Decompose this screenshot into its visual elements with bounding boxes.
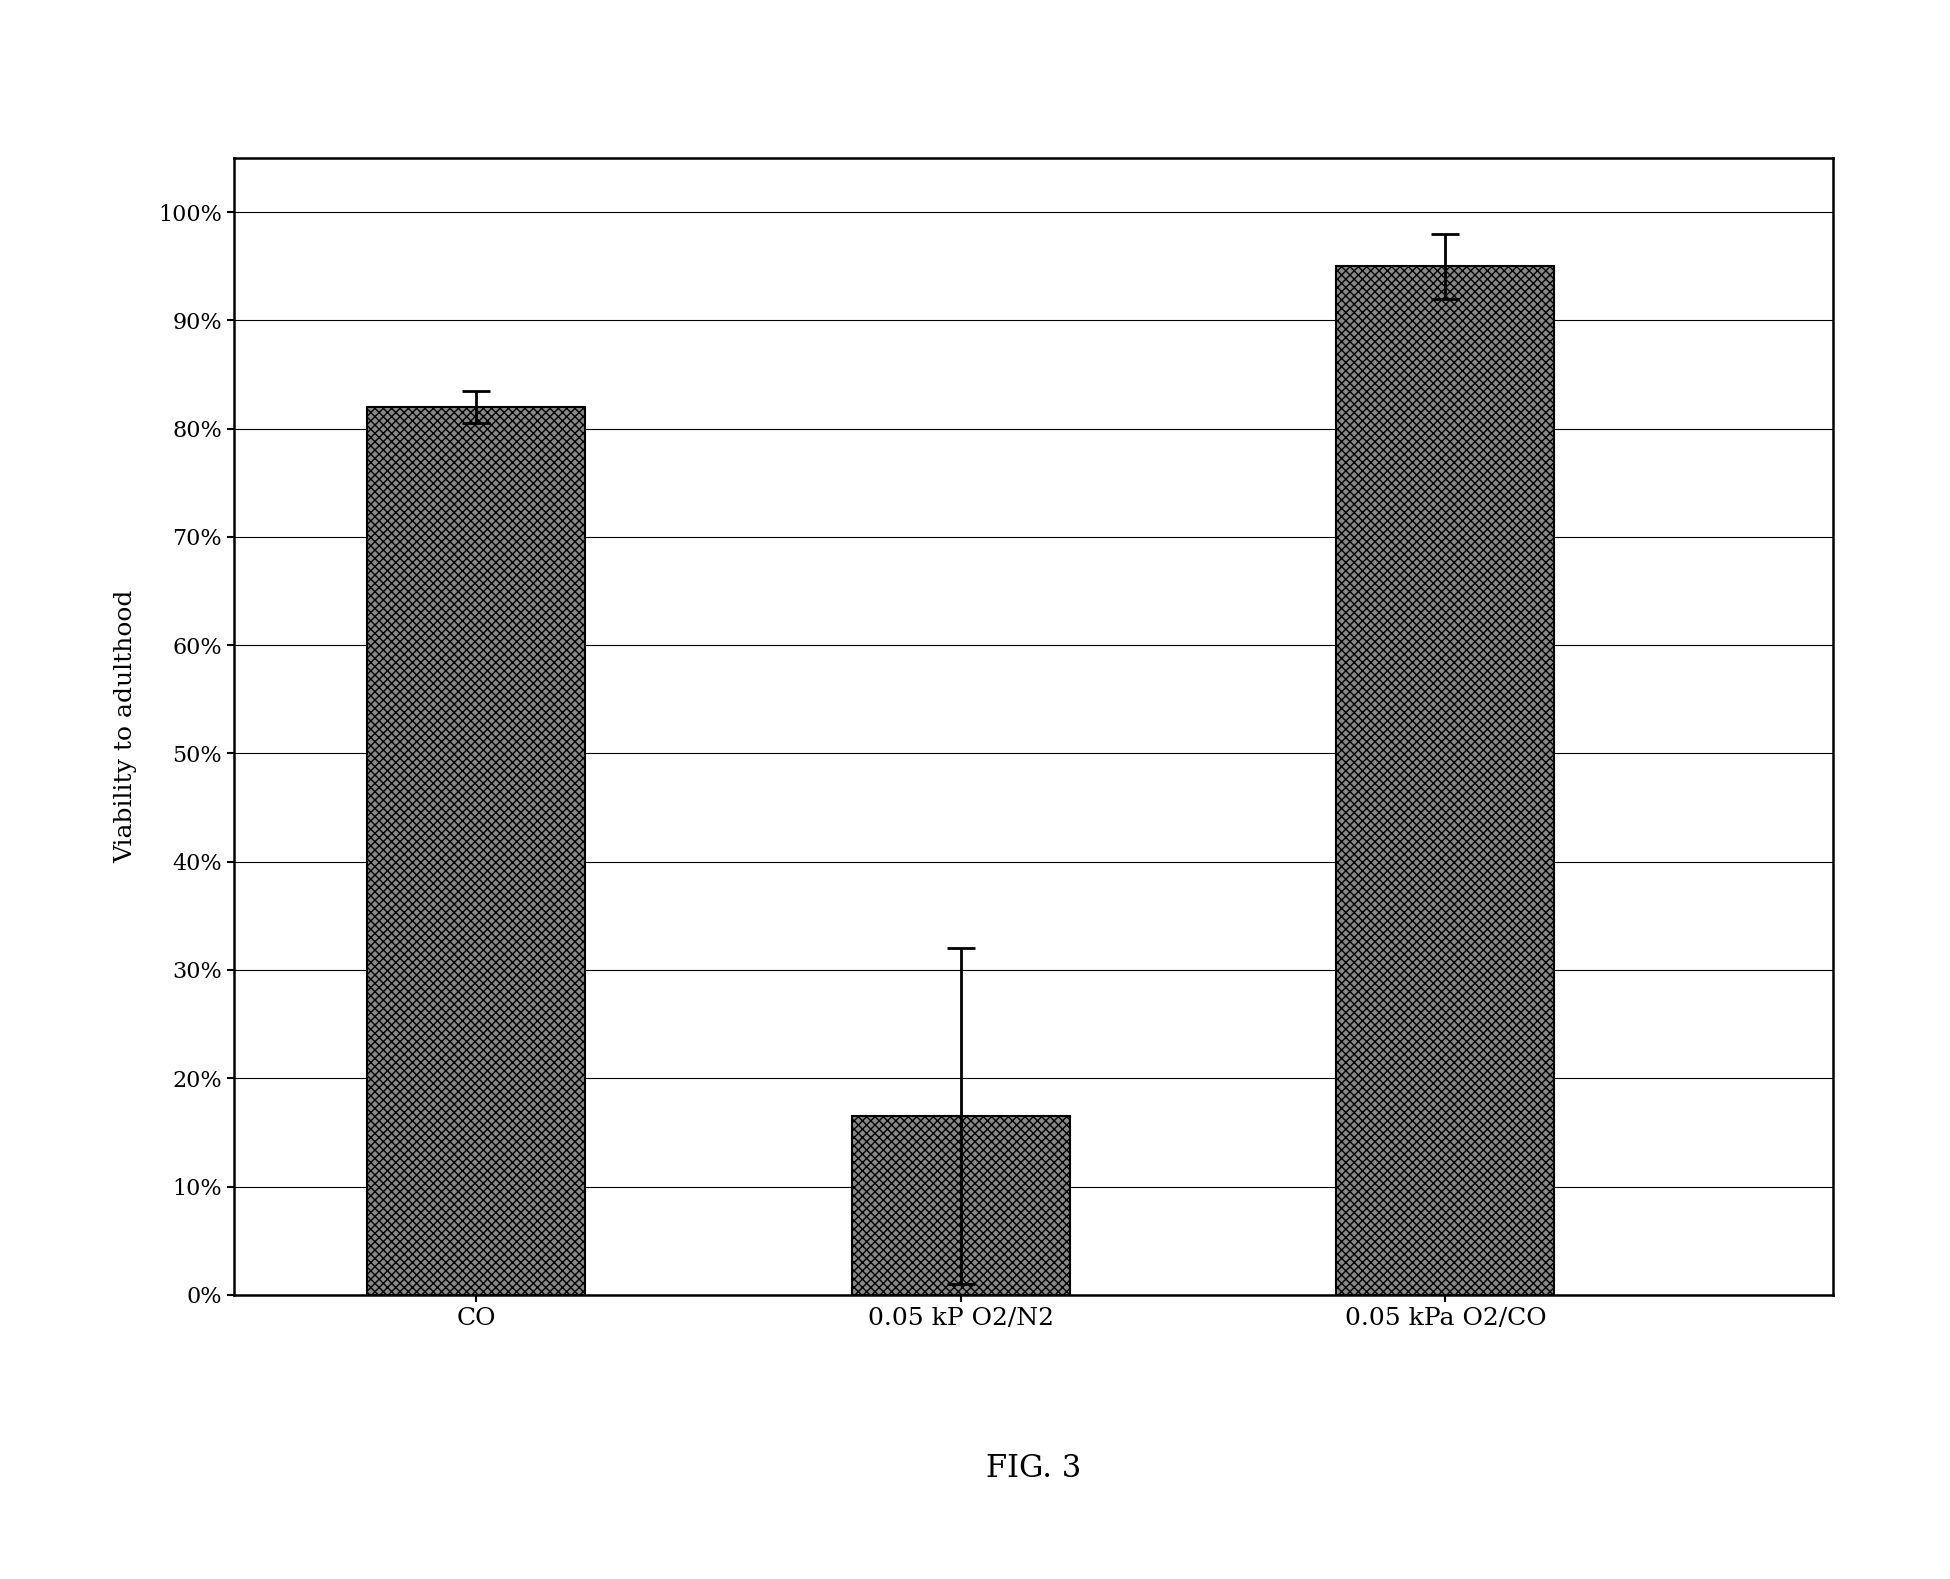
Bar [367, 407, 585, 1295]
Bar [852, 1116, 1071, 1295]
Y-axis label: Viability to adulthood: Viability to adulthood [115, 589, 138, 864]
Text: FIG. 3: FIG. 3 [987, 1453, 1080, 1484]
Bar [1336, 267, 1554, 1295]
